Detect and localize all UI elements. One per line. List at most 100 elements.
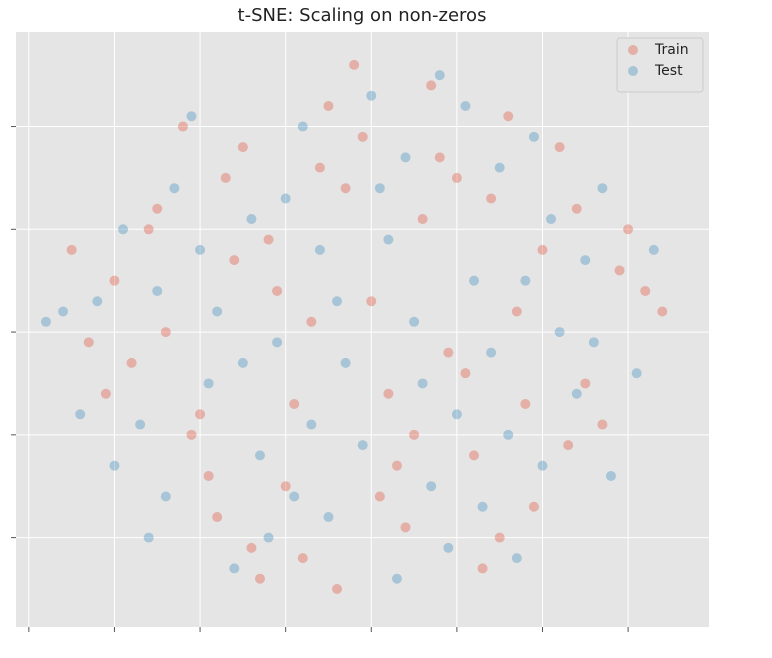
point — [237, 142, 248, 153]
point — [571, 388, 582, 399]
point — [657, 306, 668, 317]
point — [443, 347, 454, 358]
point — [588, 337, 599, 348]
point — [460, 368, 471, 379]
point — [383, 388, 394, 399]
point — [203, 378, 214, 389]
point — [537, 244, 548, 255]
point — [614, 265, 625, 276]
point — [477, 501, 488, 512]
point — [451, 172, 462, 183]
point — [126, 357, 137, 368]
point — [92, 296, 103, 307]
point — [246, 542, 257, 553]
point — [623, 224, 634, 235]
point — [83, 337, 94, 348]
point — [528, 131, 539, 142]
point — [409, 429, 420, 440]
point — [237, 357, 248, 368]
point — [409, 316, 420, 327]
point — [332, 583, 343, 594]
point — [648, 244, 659, 255]
point — [272, 337, 283, 348]
point — [160, 491, 171, 502]
point — [160, 327, 171, 338]
point — [374, 491, 385, 502]
point — [272, 285, 283, 296]
point — [263, 234, 274, 245]
point — [306, 419, 317, 430]
point — [229, 563, 240, 574]
point — [109, 460, 120, 471]
point — [511, 553, 522, 564]
point — [280, 193, 291, 204]
point — [469, 275, 480, 286]
point — [605, 470, 616, 481]
point — [434, 70, 445, 81]
point — [220, 172, 231, 183]
point — [426, 481, 437, 492]
point — [640, 285, 651, 296]
point — [417, 378, 428, 389]
point — [203, 470, 214, 481]
point — [195, 409, 206, 420]
point — [118, 224, 129, 235]
point — [40, 316, 51, 327]
point — [229, 255, 240, 266]
point — [340, 357, 351, 368]
point — [280, 481, 291, 492]
point — [323, 512, 334, 523]
legend-marker — [628, 45, 638, 55]
point — [426, 80, 437, 91]
point — [289, 399, 300, 410]
point — [503, 111, 514, 122]
point — [494, 532, 505, 543]
point — [554, 327, 565, 338]
legend-label: Test — [654, 63, 683, 79]
point — [580, 378, 591, 389]
point — [109, 275, 120, 286]
point — [486, 347, 497, 358]
point — [631, 368, 642, 379]
point — [314, 244, 325, 255]
point — [152, 285, 163, 296]
point — [254, 573, 265, 584]
point — [469, 450, 480, 461]
legend-marker — [628, 66, 638, 76]
point — [135, 419, 146, 430]
chart-title: t-SNE: Scaling on non-zeros — [238, 5, 487, 26]
point — [400, 152, 411, 163]
point — [289, 491, 300, 502]
point — [297, 121, 308, 132]
point — [100, 388, 111, 399]
point — [520, 399, 531, 410]
point — [391, 460, 402, 471]
point — [143, 532, 154, 543]
point — [520, 275, 531, 286]
point — [58, 306, 69, 317]
point — [503, 429, 514, 440]
point — [366, 90, 377, 101]
point — [357, 131, 368, 142]
point — [75, 409, 86, 420]
point — [400, 522, 411, 533]
legend-label: Train — [654, 42, 689, 58]
point — [417, 214, 428, 225]
point — [246, 214, 257, 225]
point — [460, 100, 471, 111]
point — [143, 224, 154, 235]
point — [306, 316, 317, 327]
point — [323, 100, 334, 111]
point — [571, 203, 582, 214]
point — [451, 409, 462, 420]
point — [597, 183, 608, 194]
point — [297, 553, 308, 564]
point — [366, 296, 377, 307]
point — [332, 296, 343, 307]
point — [563, 440, 574, 451]
point — [212, 512, 223, 523]
point — [597, 419, 608, 430]
point — [511, 306, 522, 317]
point — [486, 193, 497, 204]
